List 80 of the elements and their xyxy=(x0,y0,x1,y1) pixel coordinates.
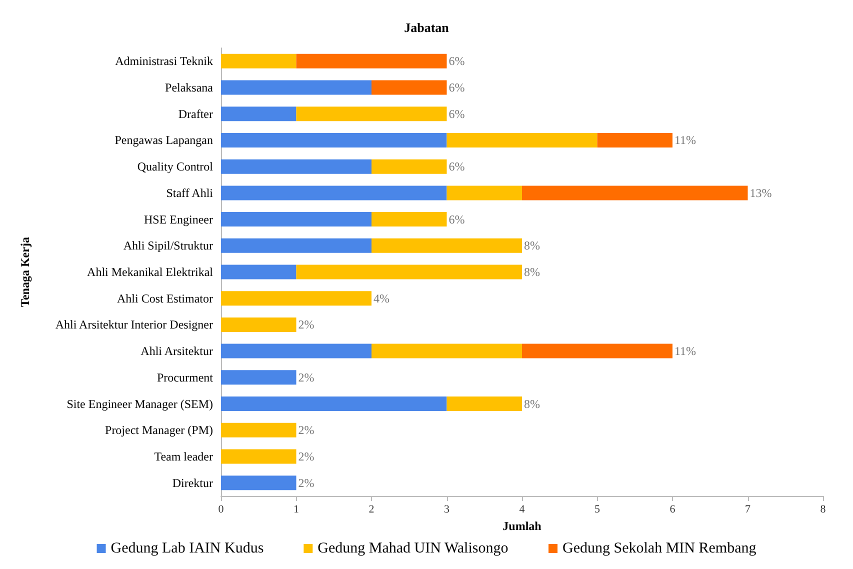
bar xyxy=(372,159,447,174)
y-tick-label: HSE Engineer xyxy=(144,212,213,226)
bar xyxy=(372,80,447,95)
bar xyxy=(221,159,372,174)
bar xyxy=(221,238,372,253)
bar xyxy=(296,106,447,122)
y-tick-label: Ahli Mekanikal Elektrikal xyxy=(87,265,214,279)
bar xyxy=(221,264,296,280)
bar xyxy=(446,396,522,412)
annotation: 6% xyxy=(448,212,465,226)
bar xyxy=(221,476,296,490)
y-tick-label: Procurment xyxy=(157,370,214,384)
bar xyxy=(221,212,372,227)
bar xyxy=(221,106,296,122)
annotation: 11% xyxy=(674,133,696,148)
bar xyxy=(522,186,748,200)
legend-label: Gedung Mahad UIN Walisongo xyxy=(318,540,508,556)
y-tick-label: Pengawas Lapangan xyxy=(114,133,213,148)
annotation: 6% xyxy=(448,54,465,68)
bar xyxy=(221,370,296,385)
y-tick-label: Team leader xyxy=(154,449,213,464)
y-axis-title: Tenaga Kerja xyxy=(18,237,32,307)
legend-label: Gedung Lab IAIN Kudus xyxy=(110,540,264,556)
bar xyxy=(221,396,447,412)
y-tick-label: Project Manager (PM) xyxy=(105,423,213,438)
bar xyxy=(296,264,522,280)
chart-title: Jabatan xyxy=(404,20,450,35)
y-tick-label: Ahli Sipil/Struktur xyxy=(123,238,213,253)
x-tick-label: 0 xyxy=(218,504,224,516)
annotation: 6% xyxy=(448,160,465,174)
y-tick-label: Site Engineer Manager (SEM) xyxy=(66,396,213,411)
bar xyxy=(221,132,447,148)
bar xyxy=(221,422,296,438)
x-tick-label: 1 xyxy=(294,504,299,516)
bar xyxy=(221,449,296,464)
annotation: 13% xyxy=(750,186,772,200)
bar xyxy=(597,132,672,148)
y-tick-label: Ahli Arsitektur Interior Designer xyxy=(55,318,213,332)
x-tick-label: 4 xyxy=(519,504,526,516)
bar xyxy=(221,80,372,95)
annotation: 8% xyxy=(524,238,540,253)
bar xyxy=(296,54,447,68)
bar xyxy=(221,54,296,68)
bar xyxy=(221,291,372,306)
bar xyxy=(446,132,598,148)
y-tick-label: Ahli Cost Estimator xyxy=(117,291,214,306)
y-tick-label: Pelaksana xyxy=(165,80,214,95)
y-tick-label: Quality Control xyxy=(137,160,214,174)
y-tick-label: Direktur xyxy=(172,476,213,490)
annotation: 2% xyxy=(298,318,314,332)
annotation: 2% xyxy=(298,449,314,464)
y-tick-label: Drafter xyxy=(178,106,214,121)
y-tick-label: Administrasi Teknik xyxy=(115,54,213,68)
bar xyxy=(522,344,672,358)
annotation: 4% xyxy=(374,291,390,306)
annotation: 6% xyxy=(448,80,465,95)
x-tick-label: 5 xyxy=(594,504,600,516)
x-axis-title: Jumlah xyxy=(502,518,542,533)
x-tick-label: 6 xyxy=(670,504,676,516)
bar xyxy=(372,212,447,227)
annotation: 8% xyxy=(524,265,540,279)
x-tick-label: 3 xyxy=(444,504,450,516)
bar xyxy=(372,344,522,358)
annotation: 2% xyxy=(298,370,314,384)
annotation: 2% xyxy=(298,423,314,438)
x-tick-label: 7 xyxy=(745,504,751,516)
bar xyxy=(221,317,296,332)
bar xyxy=(372,238,522,253)
y-tick-label: Ahli Arsitektur xyxy=(140,344,214,358)
x-tick-label: 2 xyxy=(368,504,374,516)
annotation: 6% xyxy=(448,106,465,121)
bar xyxy=(221,344,372,358)
annotation: 2% xyxy=(298,476,314,490)
legend-label: Gedung Sekolah MIN Rembang xyxy=(562,540,757,556)
x-tick-label: 8 xyxy=(820,504,826,516)
y-tick-label: Staff Ahli xyxy=(166,186,214,200)
bar xyxy=(446,186,522,200)
annotation: 8% xyxy=(524,396,540,411)
annotation: 11% xyxy=(674,344,696,358)
bar xyxy=(221,186,447,200)
